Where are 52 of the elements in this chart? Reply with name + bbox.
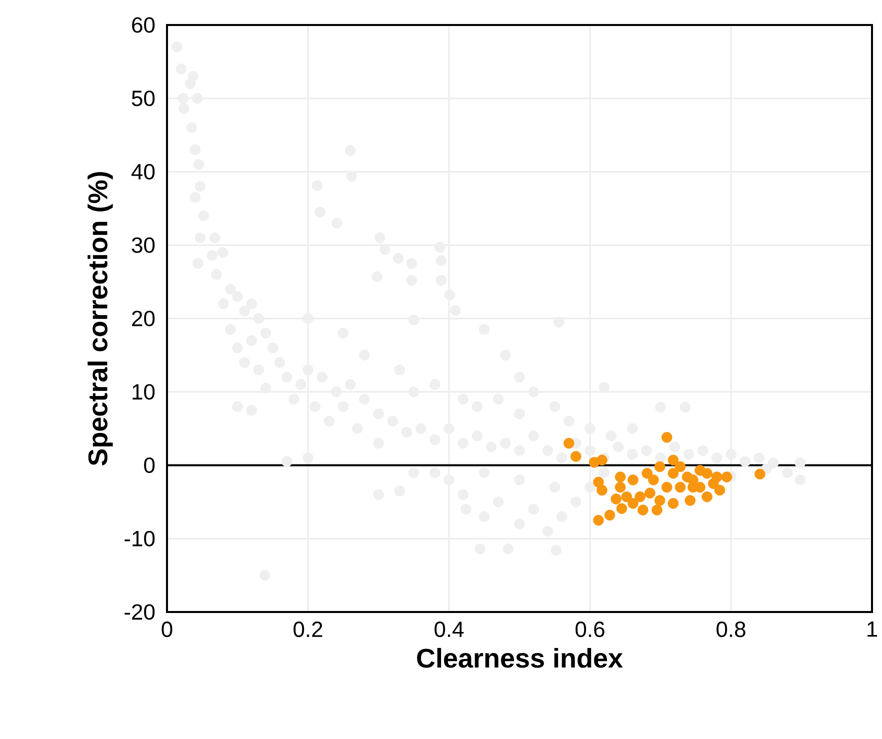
y-tick-label: -20: [124, 604, 155, 620]
point: [648, 474, 659, 486]
y-tick-label: 10: [132, 384, 155, 400]
point: [637, 504, 648, 516]
point: [563, 438, 574, 449]
point: [570, 451, 582, 462]
point: [593, 514, 604, 526]
y-axis-title: Spectral correction (%): [88, 172, 113, 466]
point: [661, 432, 672, 443]
x-tick-label: 0.8: [716, 622, 746, 638]
point: [661, 482, 672, 493]
point: [614, 482, 626, 493]
point: [708, 478, 719, 489]
point: [628, 474, 638, 486]
x-tick-label: 0.4: [434, 622, 464, 638]
y-tick-label: 40: [132, 164, 155, 180]
y-tick-label: 50: [132, 90, 155, 106]
point: [616, 503, 628, 514]
point: [596, 484, 608, 496]
point: [688, 474, 698, 486]
point: [654, 461, 666, 472]
point: [604, 510, 616, 521]
point: [674, 482, 686, 493]
y-tick-label: 30: [132, 237, 155, 253]
point: [634, 491, 646, 502]
y-tick-label: -10: [124, 530, 155, 546]
y-tick-label: 20: [132, 310, 155, 326]
point: [668, 454, 679, 466]
point: [614, 472, 626, 482]
x-tick-label: 0: [162, 622, 172, 638]
point: [702, 491, 712, 502]
y-tick-label: 60: [132, 17, 155, 33]
point: [621, 491, 632, 502]
point: [652, 504, 662, 516]
point: [596, 454, 608, 466]
point: [721, 472, 732, 482]
point: [714, 484, 726, 496]
point: [610, 494, 622, 504]
x-tick-label: 0.2: [294, 622, 322, 638]
point: [668, 468, 679, 479]
point: [644, 488, 656, 499]
point: [654, 495, 666, 506]
point: [754, 468, 766, 480]
x-tick-label: 0.6: [576, 622, 604, 638]
point: [674, 461, 686, 472]
point: [642, 468, 653, 479]
x-tick-label: 1: [868, 622, 878, 637]
point: [684, 495, 696, 506]
point: [702, 468, 712, 479]
y-tick-label: 0: [144, 457, 155, 474]
x-axis-title: Clearness index: [417, 648, 623, 668]
point: [668, 498, 679, 509]
